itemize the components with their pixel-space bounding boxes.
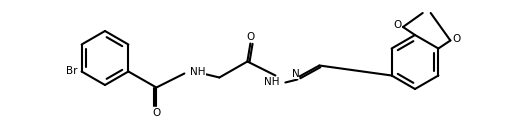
Text: O: O — [246, 32, 254, 41]
Text: NH: NH — [263, 77, 279, 86]
Text: O: O — [452, 34, 460, 44]
Text: N: N — [292, 69, 299, 79]
Text: O: O — [393, 20, 401, 30]
Text: O: O — [152, 107, 160, 117]
Text: Br: Br — [66, 67, 78, 77]
Text: NH: NH — [191, 67, 206, 77]
